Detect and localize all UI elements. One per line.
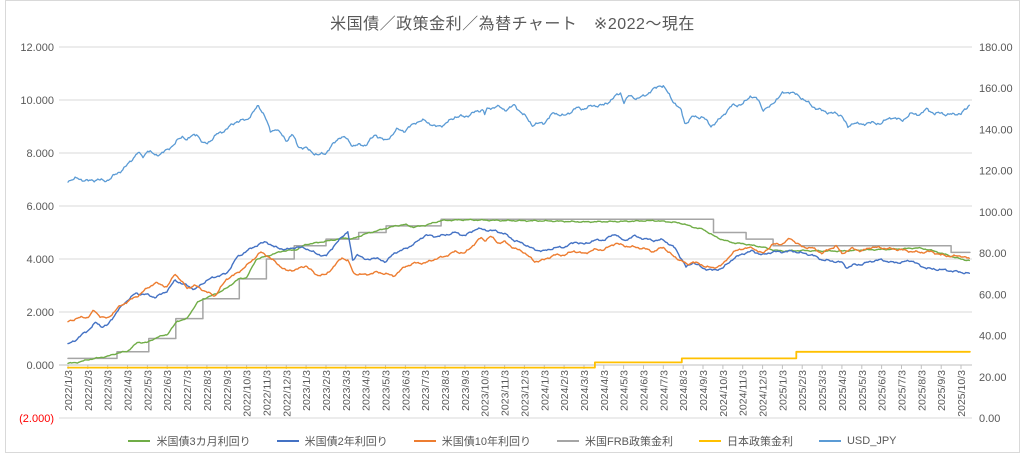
x-axis-label: 2024/8/3 (678, 370, 690, 411)
left-axis-label: 2.000 (26, 307, 54, 319)
x-axis-label: 2025/7/3 (897, 370, 909, 411)
series-line-us2y (67, 227, 970, 345)
right-axis-label: 20.00 (979, 372, 1007, 384)
x-axis-label: 2022/9/3 (222, 370, 234, 411)
x-axis-label: 2022/8/3 (202, 370, 214, 411)
legend-item-us3m: 米国債3カ月利回り (128, 433, 251, 449)
legend-line-icon (556, 440, 579, 442)
left-axis-label: 0.000 (26, 360, 54, 372)
x-axis-label: 2024/9/3 (698, 370, 710, 411)
series-line-fed (67, 218, 971, 360)
x-axis-label: 2025/8/3 (916, 370, 928, 411)
x-axis-label: 2025/4/3 (837, 370, 849, 411)
x-axis-label: 2023/10/3 (480, 370, 492, 417)
legend-line-icon (128, 440, 151, 442)
left-axis-label: 12.000 (20, 42, 54, 54)
right-axis-label: 0.00 (979, 413, 1000, 425)
legend-item-boj: 日本政策金利 (698, 433, 793, 449)
legend-item-us10y: 米国債10年利回り (413, 433, 531, 449)
legend-line-icon (413, 440, 436, 442)
x-axis-label: 2022/3/3 (103, 370, 115, 411)
right-axis-label: 60.00 (979, 289, 1007, 301)
right-axis-label: 80.00 (979, 248, 1007, 260)
legend-item-fed: 米国FRB政策金利 (556, 433, 673, 449)
right-axis-label: 180.00 (979, 42, 1013, 54)
series-line-boj (67, 350, 971, 369)
x-axis-label: 2025/3/3 (817, 370, 829, 411)
right-axis-label: 120.00 (979, 166, 1013, 178)
x-axis-label: 2025/1/3 (777, 370, 789, 411)
x-axis-label: 2023/3/3 (341, 370, 353, 411)
x-axis-label: 2022/6/3 (162, 370, 174, 411)
x-axis-label: 2024/5/3 (619, 370, 631, 411)
legend-item-usdjpy: USD_JPY (818, 435, 897, 447)
x-axis-label: 2022/10/3 (242, 370, 254, 417)
x-axis-label: 2022/4/3 (123, 370, 135, 411)
x-axis-label: 2023/4/3 (361, 370, 373, 411)
left-axis-label: 6.000 (26, 201, 54, 213)
x-axis-label: 2023/1/3 (301, 370, 313, 411)
right-axis-label: 40.00 (979, 331, 1007, 343)
x-axis-label: 2024/3/3 (579, 370, 591, 411)
x-axis-label: 2025/2/3 (797, 370, 809, 411)
x-axis-label: 2022/12/3 (281, 370, 293, 417)
x-axis-label: 2023/12/3 (519, 370, 531, 417)
x-axis-label: 2022/11/3 (261, 370, 273, 416)
x-axis-label: 2024/11/3 (738, 370, 750, 416)
legend-label: 日本政策金利 (726, 436, 793, 448)
right-axis-label: 140.00 (979, 124, 1013, 136)
x-axis-label: 2024/10/3 (718, 370, 730, 417)
series-line-us10y (67, 235, 970, 323)
legend-item-us2y: 米国債2年利回り (276, 433, 388, 449)
x-axis-label: 2023/6/3 (400, 370, 412, 411)
left-axis-label: (2.000) (19, 413, 54, 425)
left-axis-label: 10.000 (20, 95, 54, 107)
x-axis-label: 2024/12/3 (758, 370, 770, 417)
x-axis-label: 2023/7/3 (420, 370, 432, 411)
legend-line-icon (698, 440, 721, 442)
x-axis-label: 2023/9/3 (460, 370, 472, 411)
x-axis-label: 2025/6/3 (877, 370, 889, 411)
x-axis-label: 2025/9/3 (936, 370, 948, 411)
legend-label: 米国債10年利回り (441, 436, 531, 448)
x-axis-label: 2024/2/3 (559, 370, 571, 411)
x-axis-label: 2024/1/3 (539, 370, 551, 411)
x-axis-label: 2023/2/3 (321, 370, 333, 411)
x-axis-label: 2025/10/3 (956, 370, 968, 417)
x-axis-label: 2022/7/3 (182, 370, 194, 411)
left-axis-label: 8.000 (26, 148, 54, 160)
chart-frame: 米国債／政策金利／為替チャート ※2022～現在 12.000 10.000 8.0… (5, 0, 1020, 453)
right-axis-label: 160.00 (979, 83, 1013, 95)
legend-label: USD_JPY (846, 435, 897, 447)
x-axis-label: 2022/1/3 (63, 370, 75, 411)
x-axis-label: 2023/5/3 (381, 370, 393, 411)
x-axis-label: 2023/11/3 (500, 370, 512, 416)
right-axis-label: 100.00 (979, 207, 1013, 219)
chart-title: 米国債／政策金利／為替チャート ※2022～現在 (330, 16, 695, 33)
x-axis-label: 2022/5/3 (142, 370, 154, 411)
x-axis-label: 2024/4/3 (599, 370, 611, 411)
x-axis-label: 2022/2/3 (83, 370, 95, 411)
legend-label: 米国債2年利回り (304, 436, 388, 448)
legend-label: 米国FRB政策金利 (584, 436, 673, 448)
legend-line-icon (276, 440, 299, 442)
x-axis-label: 2024/6/3 (639, 370, 651, 411)
x-axis-label: 2025/5/3 (857, 370, 869, 411)
plot-area: 12.000 10.000 8.000 6.000 4.000 2.000 0.000 (2.… (19, 42, 1013, 425)
legend-line-icon (818, 440, 841, 442)
legend: 米国債3カ月利回り 米国債2年利回り 米国債10年利回り 米国FRB政策金利 日本政策金… (6, 432, 1019, 450)
legend-label: 米国債3カ月利回り (156, 436, 251, 448)
left-axis-label: 4.000 (26, 254, 54, 266)
series-line-usdjpy (67, 85, 970, 183)
x-axis-label: 2023/8/3 (440, 370, 452, 411)
x-axis-label: 2024/7/3 (658, 370, 670, 411)
gridlines-and-axes: 12.000 10.000 8.000 6.000 4.000 2.000 0.000 (2.… (19, 42, 1013, 425)
